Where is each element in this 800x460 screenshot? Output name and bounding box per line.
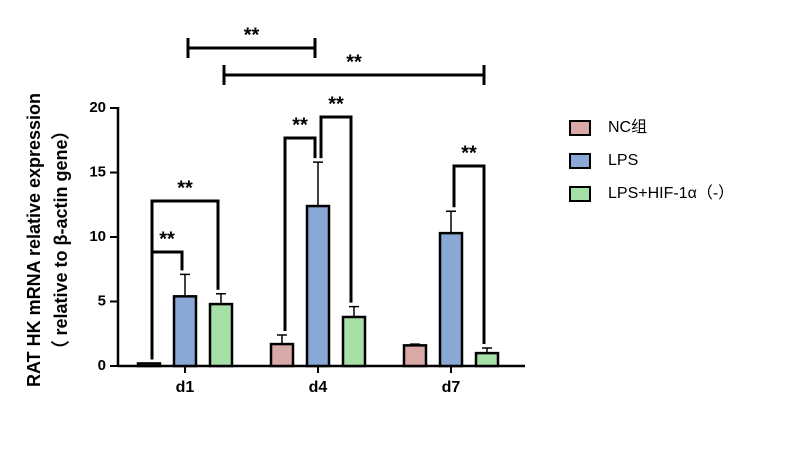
- bar: [136, 362, 162, 368]
- y-tick-label: 5: [98, 292, 106, 309]
- significance-bracket: [222, 65, 486, 85]
- y-axis-label: （ relative to β-actin gene）: [51, 121, 71, 358]
- y-axis-label: RAT HK mRNA relative expression: [24, 93, 44, 387]
- error-bar: [349, 305, 359, 317]
- bar: [269, 342, 295, 368]
- significance-label: **: [461, 142, 477, 164]
- legend-swatch: [569, 120, 591, 136]
- legend-label: LPS: [608, 152, 638, 169]
- x-tick-label: d1: [176, 379, 195, 396]
- bar: [208, 302, 234, 368]
- x-tick-label: d4: [309, 379, 328, 396]
- bar: [438, 231, 464, 368]
- bar: [474, 351, 500, 368]
- legend-label: NC组: [608, 118, 647, 136]
- y-tick-label: 15: [89, 163, 106, 180]
- legend-swatch: [569, 153, 591, 169]
- y-tick-label: 0: [98, 357, 106, 374]
- error-bar: [277, 334, 287, 345]
- bar: [172, 295, 198, 368]
- legend-swatch: [569, 186, 591, 202]
- significance-bracket: [319, 115, 353, 303]
- bar: [305, 204, 331, 368]
- x-tick-label: d7: [442, 379, 461, 396]
- significance-label: **: [244, 24, 260, 46]
- significance-bracket: [452, 164, 486, 344]
- y-tick-label: 20: [89, 99, 106, 116]
- error-bar: [313, 161, 323, 207]
- significance-label: **: [177, 177, 193, 199]
- significance-label: **: [328, 93, 344, 115]
- significance-label: **: [346, 51, 362, 73]
- significance-label: **: [292, 114, 308, 136]
- significance-bracket: [283, 136, 317, 332]
- error-bar: [216, 293, 226, 305]
- legend-label: LPS+HIF-1α（-）: [608, 184, 734, 202]
- significance-bracket: [150, 199, 220, 360]
- error-bar: [180, 273, 190, 297]
- significance-bracket: [186, 38, 317, 58]
- error-bar: [446, 210, 456, 234]
- bar: [341, 315, 367, 368]
- significance-label: **: [159, 228, 175, 250]
- bar: [402, 344, 428, 368]
- y-tick-label: 10: [89, 228, 106, 245]
